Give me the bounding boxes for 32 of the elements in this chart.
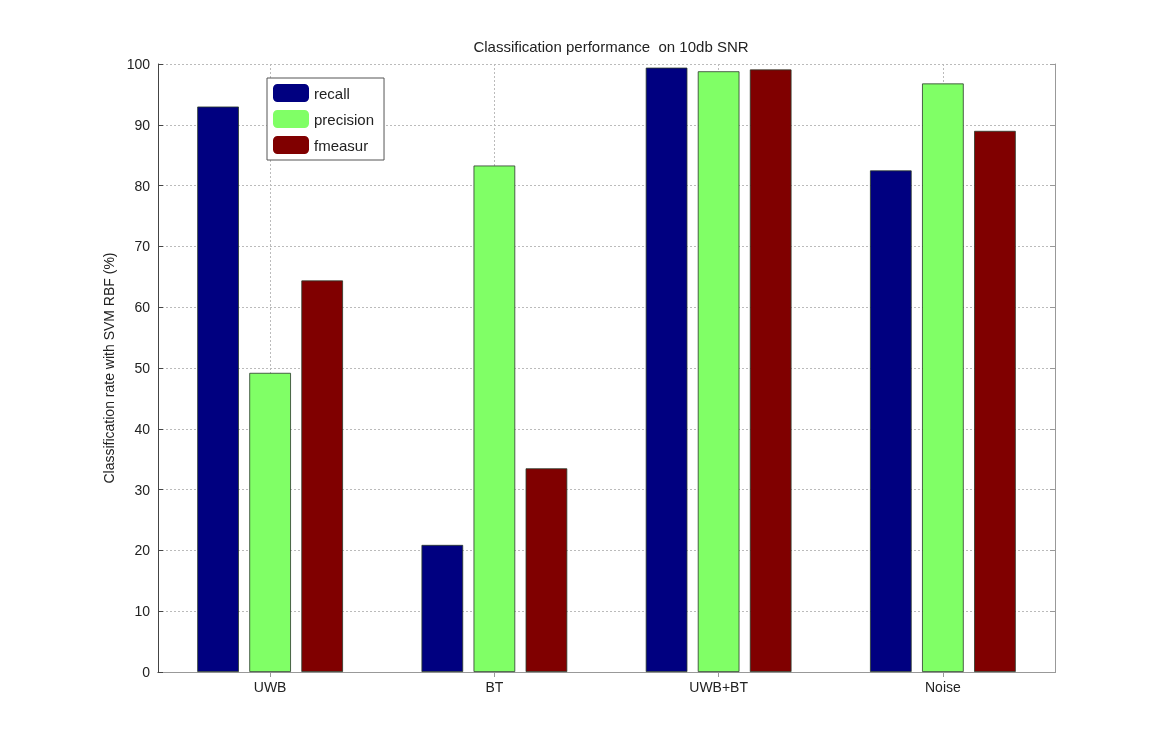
x-tick-label: UWB (253, 679, 287, 695)
y-tick-label: 80 (134, 177, 151, 194)
y-tick-label: 70 (134, 238, 151, 255)
bar (869, 170, 912, 672)
bar (974, 130, 1016, 672)
y-tick-label: 20 (134, 542, 151, 559)
bar (697, 71, 740, 672)
chart-title: Classification performance on 10db SNR (473, 38, 749, 55)
bar (301, 280, 344, 672)
y-tick-label: 30 (134, 481, 151, 498)
bar (197, 106, 239, 672)
bar (421, 544, 464, 672)
y-tick-label: 40 (134, 420, 151, 437)
x-tick-label: UWB+BT (689, 679, 749, 695)
y-tick-label: 50 (134, 360, 151, 376)
y-tick-label: 0 (142, 664, 151, 680)
bar (645, 67, 688, 672)
y-axis-title: Classification rate with SVM RBF (%) (100, 252, 117, 484)
bar (473, 165, 516, 672)
legend-label: fmeasur (314, 136, 369, 154)
bar (922, 83, 964, 672)
bar (749, 69, 792, 672)
x-tick-label: BT (485, 679, 504, 695)
y-tick-label: 60 (134, 299, 151, 316)
bar (249, 372, 291, 672)
y-tick-label: 90 (134, 116, 151, 133)
legend-label: precision (314, 110, 375, 128)
x-tick-label: Noise (924, 679, 961, 695)
legend-label: recall (314, 84, 350, 102)
y-tick-label: 100 (126, 56, 151, 72)
y-tick-label: 10 (134, 603, 151, 620)
bar (525, 468, 568, 672)
